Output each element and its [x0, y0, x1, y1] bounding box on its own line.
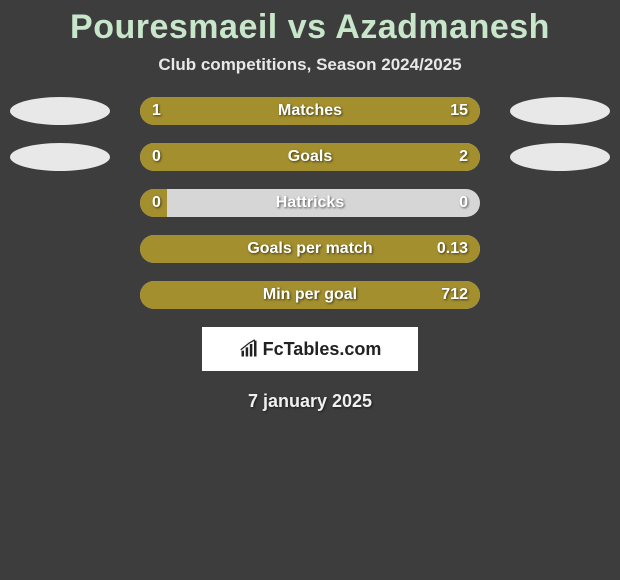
comparison-infographic: Pouresmaeil vs Azadmanesh Club competiti… [0, 0, 620, 412]
stat-bar: 00Hattricks [140, 189, 480, 217]
stat-bar: 115Matches [140, 97, 480, 125]
stat-label: Goals per match [140, 235, 480, 263]
team-logo-left [10, 97, 110, 125]
stat-row: 00Hattricks [0, 189, 620, 217]
stat-label: Hattricks [140, 189, 480, 217]
team-logo-left [10, 143, 110, 171]
stat-row: 115Matches [0, 97, 620, 125]
stat-row: 712Min per goal [0, 281, 620, 309]
team-logo-right [510, 143, 610, 171]
logo-text: FcTables.com [263, 339, 382, 360]
subtitle: Club competitions, Season 2024/2025 [0, 55, 620, 75]
stat-label: Matches [140, 97, 480, 125]
stat-bar: 0.13Goals per match [140, 235, 480, 263]
page-title: Pouresmaeil vs Azadmanesh [0, 8, 620, 47]
source-logo: FcTables.com [202, 327, 418, 371]
stat-row: 0.13Goals per match [0, 235, 620, 263]
stat-label: Min per goal [140, 281, 480, 309]
chart-icon [239, 339, 259, 359]
team-logo-right [510, 97, 610, 125]
stat-bar: 712Min per goal [140, 281, 480, 309]
stat-bar: 02Goals [140, 143, 480, 171]
stat-row: 02Goals [0, 143, 620, 171]
stat-label: Goals [140, 143, 480, 171]
stat-rows: 115Matches 02Goals 00Hattricks 0.13Goals pe… [0, 97, 620, 309]
date-label: 7 january 2025 [0, 391, 620, 412]
